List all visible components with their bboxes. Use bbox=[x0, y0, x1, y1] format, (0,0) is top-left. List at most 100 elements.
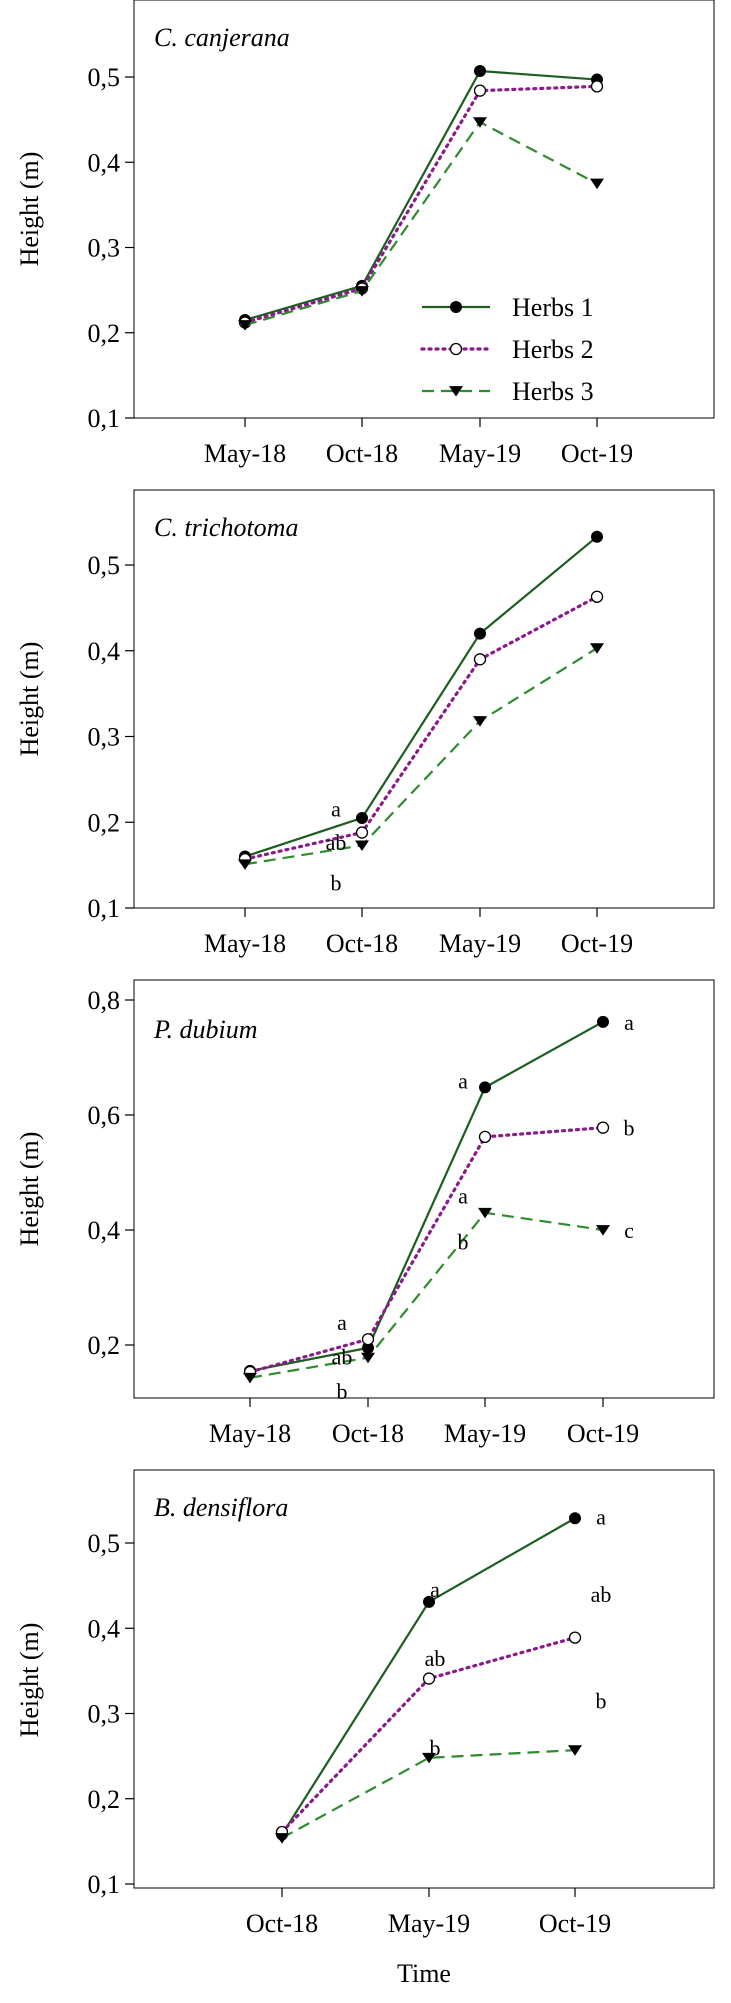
x-tick-label: Oct-19 bbox=[561, 439, 633, 468]
series-herbs-3 bbox=[275, 1745, 582, 1844]
data-point bbox=[355, 826, 369, 839]
legend-label: Herbs 1 bbox=[512, 293, 594, 322]
y-tick-label: 0,4 bbox=[88, 148, 121, 177]
panel-title: B. densiflora bbox=[154, 1493, 288, 1522]
y-tick-label: 0,2 bbox=[88, 319, 121, 348]
series-herbs-3 bbox=[238, 643, 604, 870]
y-tick-label: 0,6 bbox=[88, 1101, 121, 1130]
y-axis-label: Height (m) bbox=[15, 152, 44, 267]
y-tick-label: 0,3 bbox=[88, 723, 121, 752]
data-point bbox=[238, 859, 252, 870]
data-point bbox=[478, 1207, 492, 1219]
series-line bbox=[243, 84, 599, 325]
series-line bbox=[249, 1020, 604, 1372]
series-herbs-3 bbox=[243, 1207, 610, 1384]
y-tick-label: 0,1 bbox=[88, 404, 121, 433]
legend: Herbs 1 Herbs 2 Herbs 3 bbox=[420, 293, 594, 406]
data-point bbox=[356, 811, 368, 824]
x-tick-label: May-18 bbox=[209, 1419, 291, 1448]
series-line bbox=[244, 120, 598, 327]
data-point bbox=[591, 530, 603, 543]
y-tick-label: 0,4 bbox=[88, 637, 121, 666]
series-herbs-1 bbox=[239, 65, 603, 326]
significance-label: ab bbox=[425, 1646, 446, 1671]
data-point bbox=[473, 84, 487, 97]
y-tick-label: 0,5 bbox=[88, 551, 121, 580]
data-point bbox=[597, 1015, 609, 1028]
series-line bbox=[243, 595, 599, 861]
series-line bbox=[248, 1126, 605, 1374]
y-tick-label: 0,1 bbox=[88, 894, 121, 923]
data-point bbox=[243, 1372, 257, 1384]
x-tick-label: Oct-19 bbox=[539, 1909, 611, 1938]
panel-title: C. canjerana bbox=[154, 23, 290, 52]
y-tick-label: 0,3 bbox=[88, 234, 121, 263]
y-tick-label: 0,5 bbox=[88, 63, 121, 92]
data-point bbox=[361, 1333, 375, 1346]
data-point bbox=[473, 117, 487, 128]
data-point bbox=[422, 1752, 436, 1764]
significance-label: ab bbox=[332, 1345, 353, 1370]
x-tick-label: Oct-18 bbox=[326, 929, 398, 958]
significance-label: a bbox=[624, 1010, 634, 1035]
series-line bbox=[249, 1211, 604, 1379]
x-tick-label: Oct-18 bbox=[332, 1419, 404, 1448]
plot-frame bbox=[133, 1469, 715, 1889]
y-tick-label: 0,4 bbox=[88, 1216, 121, 1245]
data-point bbox=[590, 80, 604, 93]
series-herbs-2 bbox=[238, 80, 604, 329]
panel-1: 0,1 0,2 0,3 0,4 0,5 May-18 Oct-18 May-19 Oct-19 H… bbox=[15, 0, 715, 468]
series-herbs-3 bbox=[238, 117, 604, 331]
data-point bbox=[596, 1121, 610, 1134]
data-point bbox=[568, 1631, 582, 1644]
data-point bbox=[478, 1130, 492, 1143]
data-point bbox=[355, 840, 369, 852]
x-tick-label: Oct-19 bbox=[567, 1419, 639, 1448]
significance-label: a bbox=[331, 797, 341, 822]
series-line bbox=[244, 535, 598, 858]
significance-label: b bbox=[430, 1736, 441, 1761]
panel-4: 0,1 0,2 0,3 0,4 0,5 Oct-18 May-19 Oct-19 Height … bbox=[15, 1469, 715, 1988]
data-point bbox=[568, 1745, 582, 1756]
plot-frame bbox=[133, 489, 715, 909]
y-tick-label: 0,2 bbox=[88, 1785, 121, 1814]
significance-label: b bbox=[337, 1379, 348, 1404]
y-axis-label: Height (m) bbox=[15, 1132, 44, 1247]
data-point bbox=[473, 653, 487, 666]
y-tick-label: 0,8 bbox=[88, 986, 121, 1015]
data-point bbox=[590, 178, 604, 190]
data-point bbox=[361, 1352, 375, 1364]
x-tick-label: Oct-18 bbox=[326, 439, 398, 468]
significance-label: a bbox=[337, 1310, 347, 1335]
x-tick-label: May-19 bbox=[439, 929, 521, 958]
series-herbs-2 bbox=[243, 1121, 610, 1379]
data-point bbox=[355, 286, 369, 297]
data-point bbox=[473, 716, 487, 727]
panel-title: P. dubium bbox=[153, 1015, 258, 1044]
significance-label: c bbox=[624, 1218, 634, 1243]
data-point bbox=[590, 590, 604, 603]
y-tick-label: 0,1 bbox=[88, 1870, 121, 1899]
data-point bbox=[569, 1512, 581, 1525]
x-tick-label: May-19 bbox=[439, 439, 521, 468]
significance-label: a bbox=[596, 1505, 606, 1530]
significance-label: b bbox=[624, 1116, 635, 1141]
significance-label: a bbox=[458, 1069, 468, 1094]
y-tick-label: 0,3 bbox=[88, 1700, 121, 1729]
series-line bbox=[244, 69, 598, 322]
data-point bbox=[238, 320, 252, 331]
legend-marker bbox=[450, 301, 462, 313]
significance-label: a bbox=[458, 1184, 468, 1209]
x-tick-label: May-18 bbox=[204, 439, 286, 468]
plot-frame bbox=[133, 979, 715, 1399]
y-tick-label: 0,5 bbox=[88, 1529, 121, 1558]
legend-label: Herbs 3 bbox=[512, 377, 594, 406]
x-axis-label: Time bbox=[397, 1959, 451, 1988]
significance-label: b bbox=[596, 1689, 607, 1714]
legend-marker bbox=[449, 386, 463, 397]
plot-frame bbox=[133, 0, 715, 419]
data-point bbox=[422, 1672, 436, 1685]
series-herbs-1 bbox=[244, 1015, 609, 1377]
y-tick-label: 0,2 bbox=[88, 1331, 121, 1360]
data-point bbox=[590, 643, 604, 654]
